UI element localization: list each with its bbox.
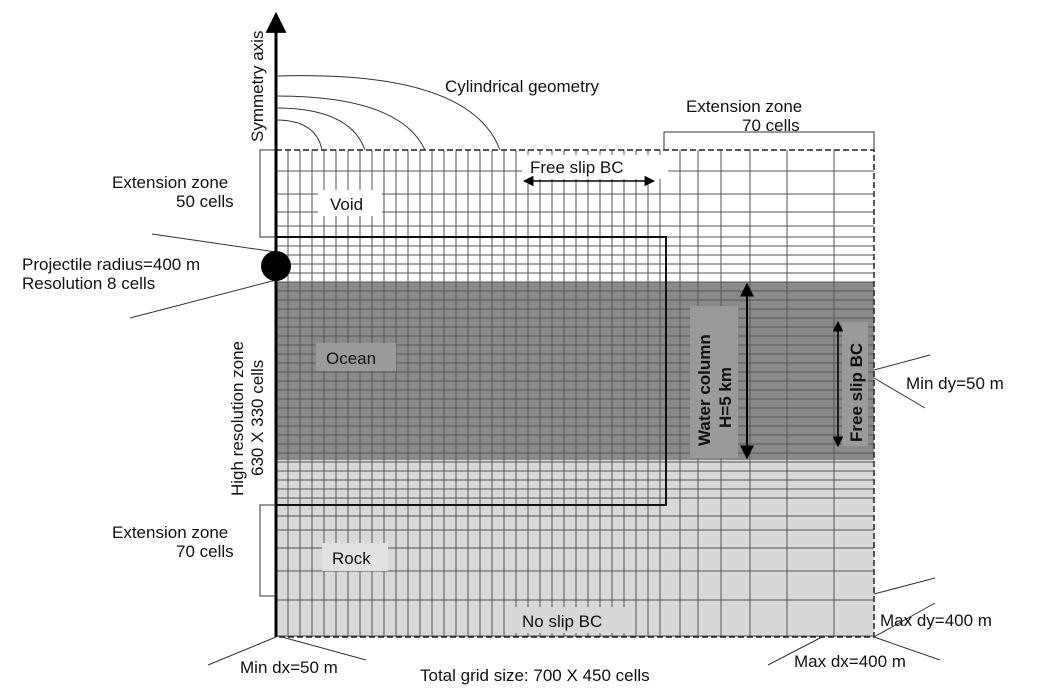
no-slip-label-bg	[514, 607, 632, 633]
max-dx-pointer-left	[767, 636, 823, 666]
extension-zone-left-top-cells: 50 cells	[176, 192, 234, 211]
water-column-height: H=5 km	[716, 367, 735, 428]
symmetry-axis-label: Symmetry axis	[248, 31, 267, 142]
extension-zone-left-bottom-label: Extension zone	[112, 523, 228, 542]
water-column-label-bg	[690, 306, 738, 458]
max-dy-pointer-upper	[873, 577, 936, 595]
void-label: Void	[330, 195, 363, 214]
free-slip-top-label-bg	[522, 155, 668, 179]
max-dx-label: Max dx=400 m	[794, 652, 906, 671]
max-dy-label: Max dy=400 m	[880, 611, 992, 630]
min-dy-pointer-lower	[873, 377, 926, 409]
projectile-pointer-upper	[151, 233, 277, 253]
ocean-label-bg	[316, 343, 396, 371]
projectile-pointer-lower	[129, 279, 277, 319]
projectile-resolution-label: Resolution 8 cells	[22, 274, 155, 293]
extension-zone-top-bracket	[663, 131, 875, 150]
extension-zone-left-top-bracket	[259, 149, 276, 238]
ocean-label: Ocean	[326, 349, 376, 368]
free-slip-right-label: Free slip BC	[847, 343, 866, 442]
void-label-bg	[318, 190, 382, 216]
extension-zone-top-cells: 70 cells	[742, 116, 800, 135]
no-slip-label: No slip BC	[522, 612, 602, 631]
high-resolution-zone-cells: 630 X 330 cells	[248, 360, 267, 476]
rock-label-bg	[322, 543, 388, 571]
rock-label: Rock	[332, 549, 371, 568]
free-slip-top-label: Free slip BC	[530, 158, 624, 177]
water-column-label: Water column	[695, 334, 714, 446]
total-grid-size-label: Total grid size: 700 X 450 cells	[420, 666, 650, 685]
min-dy-pointer-upper	[873, 354, 931, 371]
extension-zone-left-bottom-bracket	[259, 504, 276, 597]
min-dy-label: Min dy=50 m	[906, 374, 1004, 393]
projectile-radius-label: Projectile radius=400 m	[22, 255, 200, 274]
extension-zone-top-label: Extension zone	[686, 97, 802, 116]
min-dx-label: Min dx=50 m	[240, 658, 338, 677]
extension-zone-left-top-label: Extension zone	[112, 173, 228, 192]
free-slip-right-label-bg	[842, 322, 868, 446]
cylindrical-geometry-label: Cylindrical geometry	[445, 77, 599, 96]
high-resolution-zone-label: High resolution zone	[228, 341, 247, 496]
max-dy-pointer-lower	[873, 602, 936, 638]
projectile	[261, 251, 291, 281]
cylindrical-geometry-arcs	[275, 75, 501, 151]
max-dx-pointer-right	[873, 636, 941, 661]
min-dx-pointer-right	[281, 636, 367, 661]
extension-zone-left-bottom-cells: 70 cells	[176, 542, 234, 561]
min-dx-pointer-left	[207, 636, 277, 666]
